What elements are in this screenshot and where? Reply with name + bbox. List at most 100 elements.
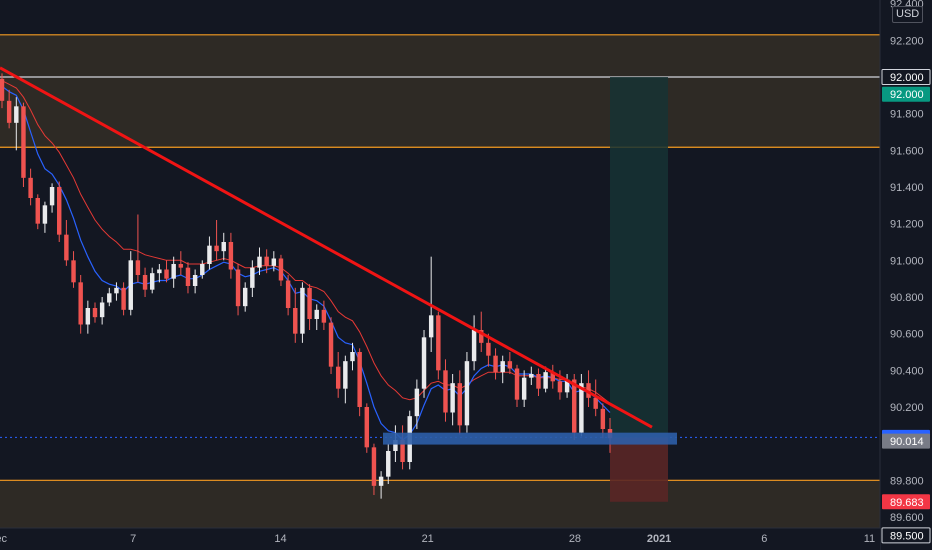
- candle-body: [300, 287, 305, 334]
- price-tag-box: [882, 494, 930, 510]
- candle-body: [214, 245, 219, 252]
- candle-body: [28, 177, 33, 198]
- candle-body: [514, 368, 520, 400]
- resistance-zone: [0, 34, 880, 148]
- candle-body: [164, 269, 169, 279]
- candle-body: [107, 293, 112, 303]
- long-position-tool[interactable]: [610, 77, 668, 502]
- price-tick-label: 91.400: [890, 182, 924, 194]
- candle-body: [178, 264, 184, 268]
- candle-body: [92, 308, 98, 318]
- time-tick-label: 28: [569, 533, 581, 545]
- candle-body: [285, 280, 291, 308]
- price-tick-label: 91.600: [890, 145, 924, 157]
- price-tag-label: 90.014: [890, 436, 924, 448]
- time-tick-label: 14: [274, 533, 286, 545]
- candle-body: [128, 260, 133, 310]
- candle-body: [436, 315, 441, 371]
- candle-body: [350, 352, 355, 362]
- candle-body: [428, 315, 434, 338]
- candle-body: [550, 372, 555, 382]
- candle-body: [78, 282, 83, 325]
- price-tick-label: 92.200: [890, 35, 924, 47]
- stop-zone[interactable]: [610, 437, 668, 502]
- candle-body: [6, 100, 12, 123]
- time-tick-label: ec: [0, 533, 7, 545]
- target-zone[interactable]: [610, 77, 668, 438]
- candle-body: [579, 383, 584, 433]
- time-tick-label: 7: [130, 533, 136, 545]
- candle-body: [357, 352, 362, 407]
- price-tick-label: 92.400: [890, 0, 924, 11]
- candle-body: [572, 379, 577, 433]
- candle-body: [500, 361, 505, 373]
- price-tick-label: 91.200: [890, 219, 924, 231]
- candle-body: [343, 361, 348, 389]
- candle-body: [421, 337, 427, 389]
- price-tag-label: 92.000: [890, 89, 924, 101]
- candle-body: [235, 269, 241, 307]
- candle-body: [221, 242, 226, 252]
- price-tag-label: 89.500: [890, 530, 924, 542]
- candle-body: [450, 383, 455, 413]
- price-tick-label: 90.800: [890, 292, 924, 304]
- trendline[interactable]: [0, 66, 653, 429]
- candle-body: [157, 269, 162, 274]
- candle-body: [200, 264, 205, 275]
- candle-body: [307, 287, 312, 319]
- candle-body: [185, 267, 191, 286]
- price-tag-box: [882, 86, 930, 102]
- candle-body: [57, 187, 62, 235]
- candle-body: [257, 256, 262, 268]
- support-band-rect[interactable]: [383, 432, 677, 445]
- candle-body: [464, 361, 470, 426]
- candle-body: [529, 374, 534, 378]
- candle-body: [42, 205, 48, 224]
- candle-body: [192, 275, 198, 286]
- candle-body: [400, 440, 405, 462]
- candle-body: [278, 258, 284, 281]
- resistance-zone: [0, 480, 880, 536]
- candle-body: [471, 330, 477, 362]
- resistance-zones: [0, 34, 880, 536]
- price-tag-box: [881, 527, 931, 544]
- candle-body: [99, 302, 105, 318]
- support-band[interactable]: [383, 432, 677, 445]
- candle-body: [264, 256, 269, 266]
- candle-body: [135, 260, 141, 275]
- candle-body: [242, 287, 248, 307]
- trendline-line[interactable]: [0, 66, 653, 429]
- candle-body: [479, 330, 484, 343]
- price-tick-label: 91.000: [890, 255, 924, 267]
- candle-body: [321, 309, 327, 323]
- candle-body: [114, 287, 119, 294]
- candle-body: [364, 407, 370, 448]
- candle-body: [0, 78, 5, 101]
- ema-slow-line: [1, 80, 611, 404]
- price-tag-box: [881, 69, 931, 85]
- candle-body: [414, 388, 420, 417]
- candle-body: [564, 379, 570, 393]
- candle-body: [207, 245, 212, 264]
- candle-body: [21, 106, 26, 178]
- candle-body: [557, 381, 563, 393]
- time-tick-label: 21: [422, 533, 434, 545]
- price-tick-label: 91.800: [890, 109, 924, 121]
- candle-body: [371, 447, 377, 486]
- candle-body: [142, 275, 148, 290]
- time-tick-label: 11: [864, 533, 875, 545]
- candle-body: [49, 187, 55, 206]
- candle-body: [271, 258, 277, 266]
- candle-body: [328, 322, 334, 367]
- candle-body: [171, 264, 176, 279]
- candle-body: [486, 342, 491, 356]
- candle-body: [378, 476, 384, 486]
- time-axis[interactable]: ec 7 14 21 28 2021 6 11: [0, 527, 880, 550]
- candle-body: [386, 451, 391, 477]
- price-tick-label: 89.600: [890, 512, 924, 524]
- time-tick-label: 6: [761, 533, 767, 545]
- price-tick-label: 90.600: [890, 329, 924, 341]
- currency-label[interactable]: USD: [892, 6, 924, 23]
- price-tick-label: 89.800: [890, 475, 924, 487]
